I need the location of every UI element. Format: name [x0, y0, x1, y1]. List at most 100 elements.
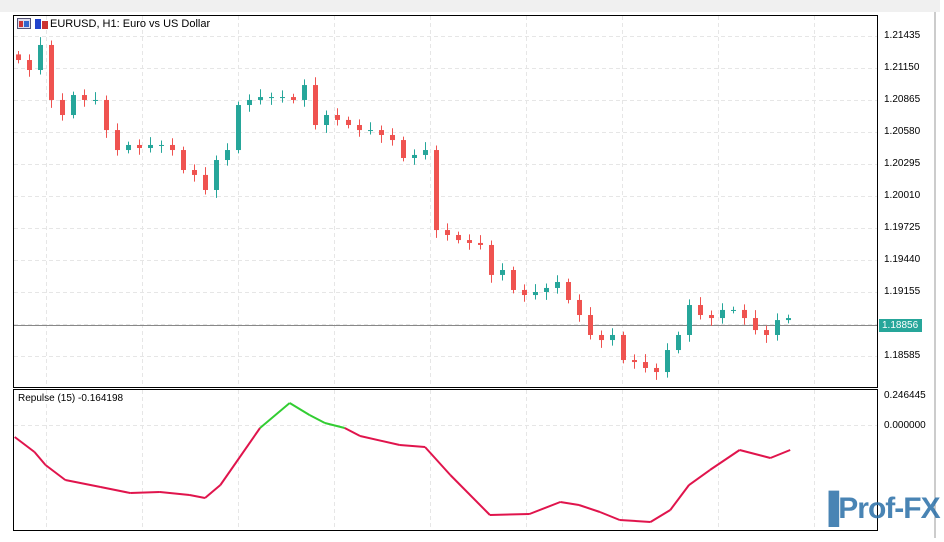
candle-body — [225, 150, 230, 161]
candle-body — [654, 367, 659, 373]
candle-body — [258, 97, 263, 100]
candle-body — [368, 130, 373, 132]
repulse-line-segment — [44, 464, 66, 481]
repulse-line-segment — [309, 414, 326, 424]
price-label: 1.20580 — [884, 126, 921, 137]
price-label: 1.19440 — [884, 254, 921, 265]
candle-body — [16, 54, 21, 61]
repulse-line-segment — [259, 402, 291, 429]
candle-body — [148, 144, 153, 149]
candle-body — [698, 305, 703, 316]
repulse-line-segment — [529, 501, 561, 515]
candle-body — [643, 362, 648, 368]
candle-body — [434, 150, 439, 231]
candle-body — [247, 99, 252, 106]
repulse-line-segment — [159, 491, 190, 496]
candle-body — [764, 330, 769, 335]
price-label: 1.19725 — [884, 222, 921, 233]
candle-body — [665, 350, 670, 373]
repulse-line-segment — [33, 451, 47, 466]
candle-body — [126, 144, 131, 151]
trading-icon[interactable] — [35, 18, 49, 29]
price-label: 1.19155 — [884, 286, 921, 297]
candle-body — [489, 244, 494, 275]
candle-body — [203, 174, 208, 190]
candle-body — [60, 99, 65, 116]
repulse-line-segment — [449, 474, 491, 516]
repulse-line-segment — [130, 491, 160, 494]
candle-body — [137, 144, 142, 149]
candle-body — [522, 289, 527, 296]
candle-body — [621, 334, 626, 361]
indicator-axis-label: 0.000000 — [884, 420, 926, 431]
price-label: 1.20865 — [884, 94, 921, 105]
candle-body — [412, 154, 417, 158]
candle-body — [192, 170, 197, 175]
current-price-badge: 1.18856 — [879, 319, 922, 332]
repulse-line-segment — [289, 402, 311, 416]
candle-body — [511, 270, 516, 290]
candle-body — [115, 130, 120, 151]
candle-body — [313, 85, 318, 126]
candle-body — [27, 60, 32, 71]
repulse-line-segment — [14, 436, 36, 453]
candle-body — [38, 44, 43, 71]
candle-body — [500, 270, 505, 275]
candle-body — [214, 160, 219, 190]
candle-body — [357, 125, 362, 131]
candle-body — [423, 150, 428, 155]
candle-body — [731, 309, 736, 311]
repulse-line-segment — [204, 484, 222, 499]
repulse-line-segment — [100, 486, 131, 494]
candle-body — [181, 150, 186, 171]
price-label: 1.21435 — [884, 30, 921, 41]
candle-body — [390, 134, 395, 141]
candle-body — [566, 282, 571, 300]
price-label: 1.20010 — [884, 190, 921, 201]
candle-body — [687, 305, 692, 335]
candle-body — [709, 315, 714, 319]
repulse-line-segment — [219, 427, 261, 486]
candle-body — [379, 130, 384, 135]
indicator-pane — [13, 389, 878, 531]
candle-body — [588, 315, 593, 335]
prof-fx-watermark: ▐Prof-FX — [818, 492, 941, 525]
repulse-line-segment — [688, 469, 711, 486]
candle-body — [577, 299, 582, 316]
window-top-bar — [0, 0, 940, 12]
chart-title: EURUSD, H1: Euro vs US Dollar — [50, 18, 211, 30]
repulse-line-segment — [619, 519, 651, 523]
candle-body — [445, 230, 450, 235]
candle-body — [599, 334, 604, 341]
repulse-line-segment — [739, 449, 771, 459]
candle-body — [775, 320, 780, 335]
candle-body — [104, 99, 109, 131]
candle-body — [269, 97, 274, 99]
candle-body — [346, 119, 351, 126]
price-label: 1.18585 — [884, 350, 921, 361]
repulse-line-segment — [709, 449, 741, 471]
candle-body — [478, 242, 483, 245]
price-label: 1.21150 — [884, 62, 920, 73]
indicator-axis-label: 0.246445 — [884, 390, 926, 401]
candle-body — [170, 144, 175, 151]
repulse-line-segment — [560, 501, 580, 506]
chart-list-icon[interactable] — [17, 18, 31, 29]
price-label: 1.20295 — [884, 158, 921, 169]
main-pane — [13, 15, 878, 388]
candle-body — [335, 115, 340, 120]
candle-body — [302, 85, 307, 100]
candle-body — [71, 95, 76, 116]
candle-body — [456, 234, 461, 241]
repulse-line-segment — [189, 494, 206, 499]
candle-body — [742, 309, 747, 319]
candle-body — [159, 144, 164, 146]
candle-body — [555, 282, 560, 288]
candle-body — [544, 287, 549, 293]
candle-body — [467, 240, 472, 243]
repulse-line-segment — [344, 427, 361, 437]
repulse-line-segment — [324, 422, 345, 429]
indicator-title: Repulse (15) -0.164198 — [18, 393, 124, 404]
